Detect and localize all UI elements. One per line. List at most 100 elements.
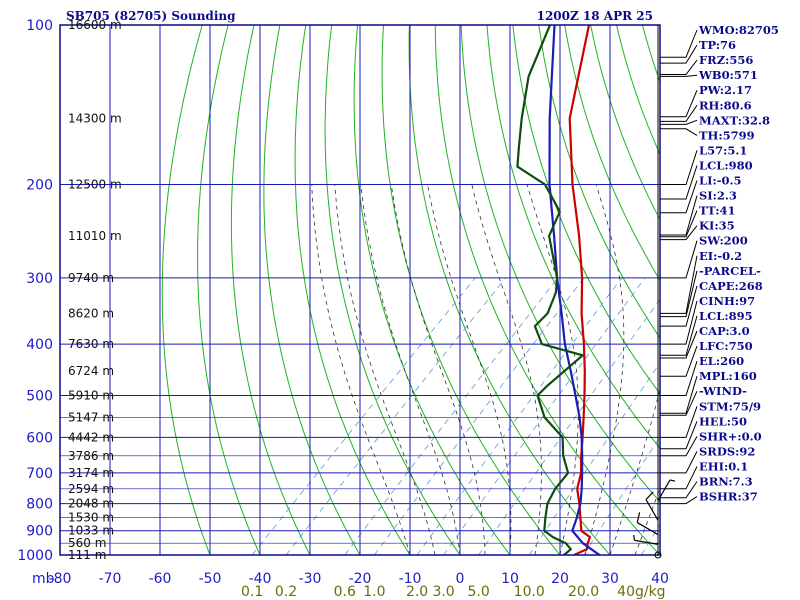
index-label: LCL:895 bbox=[699, 309, 753, 323]
index-leader-line bbox=[660, 285, 698, 327]
wind-barb-half-flag bbox=[669, 479, 676, 482]
index-leader-line bbox=[660, 390, 698, 416]
pressure-tick-label: 800 bbox=[26, 497, 53, 513]
height-label: 3174 m bbox=[68, 466, 114, 480]
temperature-tick-label: -80 bbox=[49, 571, 72, 587]
index-label: EI:-0.2 bbox=[699, 249, 742, 263]
temperature-tick-label: 10 bbox=[501, 571, 519, 587]
plot-frame bbox=[59, 24, 661, 556]
moist-adiabat-line bbox=[634, 487, 660, 555]
mixing-ratio-tick-label: 2.0 bbox=[406, 584, 428, 600]
index-label: KI:35 bbox=[699, 219, 735, 233]
index-leader-line bbox=[660, 360, 698, 396]
index-label: TT:41 bbox=[699, 204, 736, 218]
index-leader-line bbox=[660, 436, 698, 457]
index-leader-line bbox=[660, 255, 698, 314]
height-label: 2048 m bbox=[68, 497, 114, 511]
pressure-tick-label: 700 bbox=[26, 466, 53, 482]
height-label: 4442 m bbox=[68, 430, 114, 444]
index-label: WMO:82705 bbox=[698, 23, 779, 37]
dry-adiabat-line bbox=[434, 25, 660, 555]
dry-adiabat-line bbox=[263, 25, 361, 555]
temperature-tick-label: -20 bbox=[349, 571, 372, 587]
index-leader-line bbox=[660, 451, 698, 474]
index-label: SRDS:92 bbox=[699, 444, 755, 458]
series-layer bbox=[516, 25, 601, 555]
temperature-tick-label: 20 bbox=[551, 571, 569, 587]
mixing-ratio-line bbox=[528, 362, 660, 555]
dry-adiabat-line bbox=[324, 25, 461, 555]
index-leader-line bbox=[660, 330, 698, 359]
temperature-tick-label: 30 bbox=[601, 571, 619, 587]
index-label: LCL:980 bbox=[699, 158, 753, 172]
index-leader-line bbox=[660, 180, 698, 214]
wind-barb-shaft bbox=[645, 499, 659, 521]
dry-adiabat-line bbox=[161, 25, 211, 555]
pressure-tick-label: 600 bbox=[26, 430, 53, 446]
height-label: 8620 m bbox=[68, 306, 114, 320]
index-label: SI:2.3 bbox=[699, 189, 737, 203]
index-label: BRN:7.3 bbox=[699, 475, 753, 489]
dewpoint-line bbox=[516, 25, 584, 555]
wind-barb-flag bbox=[645, 491, 654, 500]
wind-barb-flag bbox=[636, 512, 641, 523]
index-leader-line bbox=[660, 406, 698, 438]
pressure-tick-label: 100 bbox=[26, 18, 53, 34]
index-leader-line bbox=[660, 315, 698, 356]
index-leader-line bbox=[660, 345, 698, 377]
dry-adiabat-line bbox=[294, 25, 411, 555]
mixing-ratio-tick-label: 3.0 bbox=[432, 584, 454, 600]
temperature-tick-label: -40 bbox=[249, 571, 272, 587]
pressure-tick-label: 200 bbox=[26, 178, 53, 194]
height-label: 11010 m bbox=[68, 229, 122, 243]
index-leader-line bbox=[660, 376, 698, 414]
index-label: CINH:97 bbox=[699, 294, 755, 308]
wind-barbs bbox=[633, 25, 676, 559]
grid-layer bbox=[60, 25, 660, 555]
temperature-tick-label: 0 bbox=[456, 571, 465, 587]
mixing-ratio-tick-label: 1.0 bbox=[363, 584, 385, 600]
index-leader-line bbox=[660, 225, 698, 241]
mixing-ratio-tick-label: 20.0 bbox=[568, 584, 599, 600]
height-label: 2594 m bbox=[68, 482, 114, 496]
height-label: 16600 m bbox=[68, 18, 122, 32]
index-label: HEL:50 bbox=[699, 414, 747, 428]
height-label: 12500 m bbox=[68, 178, 122, 192]
wind-barb-shaft bbox=[634, 539, 659, 545]
moist-adiabat-line bbox=[471, 184, 542, 555]
mixing-ratio-tick-label: 10.0 bbox=[514, 584, 545, 600]
index-leader-line bbox=[660, 128, 698, 136]
dry-adiabat-line bbox=[381, 25, 561, 555]
wind-barb-shaft bbox=[636, 522, 659, 536]
station-title: SB705 (82705) Sounding bbox=[66, 9, 236, 23]
index-leader-line bbox=[660, 210, 698, 238]
dry-adiabat-line bbox=[486, 25, 660, 450]
dry-adiabat-line bbox=[460, 25, 660, 503]
mixing-ratio-tick-label: 0.1 bbox=[241, 584, 263, 600]
height-label: 14300 m bbox=[68, 111, 122, 125]
parcel-line bbox=[548, 25, 601, 555]
index-label: LFC:750 bbox=[699, 339, 753, 353]
height-label: 111 m bbox=[68, 548, 106, 562]
index-label: -PARCEL- bbox=[699, 264, 761, 278]
index-label: L57:5.1 bbox=[699, 143, 747, 157]
index-leader-line bbox=[660, 90, 698, 118]
height-label: 560 m bbox=[68, 536, 106, 550]
index-label: PW:2.17 bbox=[699, 83, 752, 97]
dry-adiabat-line bbox=[538, 25, 660, 339]
temperature-tick-label: 40 bbox=[651, 571, 669, 587]
pressure-tick-label: 300 bbox=[26, 271, 53, 287]
temperature-tick-label: -30 bbox=[299, 571, 322, 587]
index-label: BSHR:37 bbox=[699, 490, 758, 504]
index-label: WB0:571 bbox=[698, 68, 758, 82]
pressure-tick-label: 900 bbox=[26, 524, 53, 540]
pressure-tick-label: 400 bbox=[26, 337, 53, 353]
index-label: TH:5799 bbox=[699, 128, 755, 142]
temperature-tick-label: -70 bbox=[99, 571, 122, 587]
index-leader-line bbox=[660, 300, 698, 345]
index-leader-line bbox=[660, 466, 698, 490]
index-label: LI:-0.5 bbox=[699, 174, 742, 188]
temperature-tick-label: -50 bbox=[199, 571, 222, 587]
